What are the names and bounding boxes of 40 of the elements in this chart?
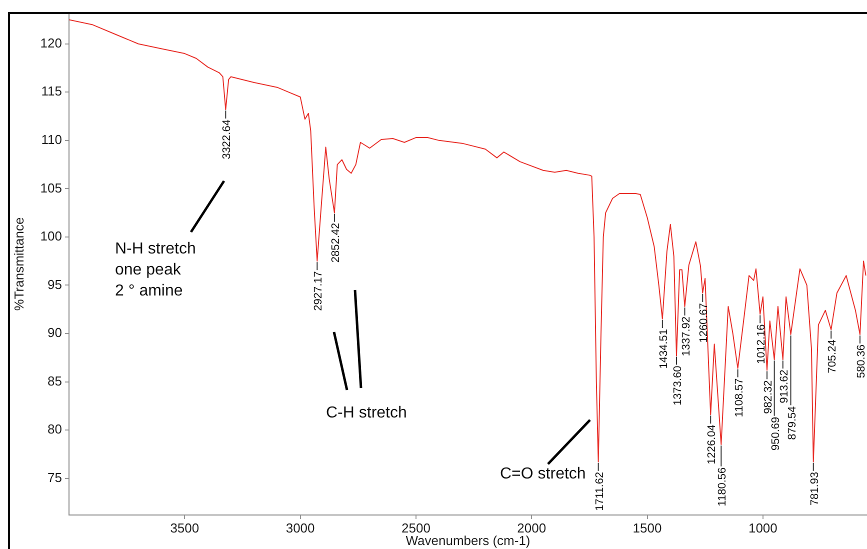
y-tick-label: 110	[41, 132, 62, 148]
y-tick-label: 115	[41, 84, 62, 99]
y-tick-label: 90	[48, 325, 62, 340]
annotation: 1260.67	[698, 302, 710, 343]
x-tick-label: 1000	[748, 520, 778, 536]
annotation: 1226.04	[706, 424, 718, 464]
y-tick-label: 95	[48, 276, 62, 292]
x-tick-label: 1500	[632, 520, 662, 536]
annotation: 1180.56	[716, 467, 729, 506]
annotation: 1711.62	[594, 472, 606, 511]
y-tick-label: 120	[40, 35, 62, 50]
annotation: 580.36	[855, 344, 867, 378]
y-tick-label: 75	[48, 470, 62, 485]
y-tick-label: 105	[40, 180, 62, 196]
x-tick-label: 2000	[517, 520, 546, 536]
x-axis-title: Wavenumbers (cm-1)	[406, 532, 530, 548]
annotation: 1012.16	[756, 324, 768, 364]
annotation: C=O stretch	[500, 465, 586, 482]
annotation: 1373.60	[672, 366, 684, 406]
annotation: C-H stretch	[326, 404, 407, 422]
annotation: 1434.51	[658, 329, 670, 369]
y-tick-label: 100	[40, 228, 62, 244]
annotation: 3322.64	[221, 120, 234, 160]
annotation: 913.62	[778, 370, 790, 404]
annotation: 950.69	[770, 416, 782, 450]
annotation: 781.93	[808, 472, 821, 506]
y-tick-label: 80	[48, 422, 62, 437]
annotation: 705.24	[826, 340, 839, 374]
annotation: N-H stretch one peak 2 ° amine	[115, 240, 196, 300]
y-tick-label: 85	[48, 373, 62, 388]
x-tick-label: 3500	[170, 520, 200, 536]
annotation: 1337.92	[680, 316, 692, 356]
annotation: 2852.42	[330, 222, 342, 263]
annotation: 879.54	[786, 406, 798, 440]
annotation: 1108.57	[733, 378, 746, 418]
x-tick-label: 2500	[401, 520, 430, 536]
y-axis-title: %Transmittance	[11, 217, 26, 311]
annotation: 982.32	[762, 380, 775, 414]
x-tick-label: 3000	[286, 520, 315, 536]
annotation: 2927.17	[312, 271, 325, 311]
